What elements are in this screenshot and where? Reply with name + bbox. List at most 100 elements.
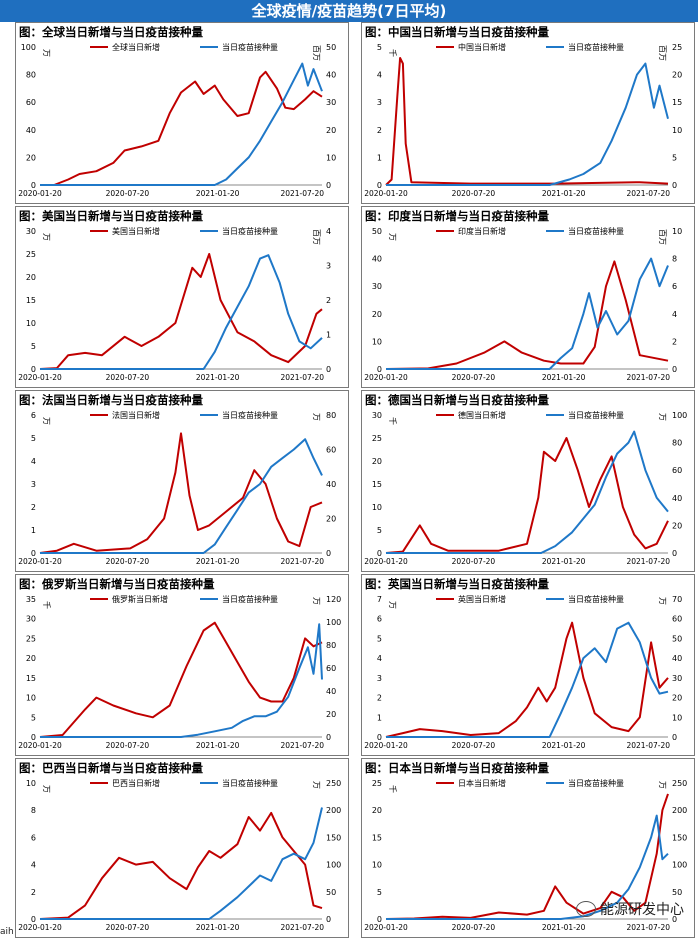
x-tick-label: 2021-07-20 (280, 557, 324, 566)
left-tick-label: 0 (31, 549, 36, 558)
x-tick-label: 2021-07-20 (626, 373, 670, 382)
left-tick-label: 15 (26, 674, 36, 683)
left-tick-label: 30 (26, 227, 36, 236)
left-unit-label: 万 (388, 233, 397, 241)
chart-title: 图：日本当日新增与当日疫苗接种量 (365, 761, 549, 775)
chart-title: 图：中国当日新增与当日疫苗接种量 (365, 25, 549, 39)
left-tick-label: 4 (377, 654, 382, 663)
chart-legend: 德国当日新增 当日疫苗接种量 (436, 410, 624, 420)
chart-panel-global: 图：全球当日新增与当日疫苗接种量 0 20 40 60 80 100 0 10 20 30 40 50 万… (15, 22, 349, 204)
series-line-vaccine (40, 438, 323, 554)
legend-label-cases: 俄罗斯当日新增 (112, 594, 168, 604)
legend-label-vaccine: 当日疫苗接种量 (568, 594, 624, 604)
left-tick-label: 5 (31, 434, 36, 443)
left-unit-label: 万 (42, 49, 51, 57)
right-tick-label: 0 (672, 733, 677, 742)
left-tick-label: 2 (377, 694, 382, 703)
left-tick-label: 4 (31, 861, 36, 870)
x-tick-label: 2020-01-20 (364, 923, 408, 932)
left-tick-label: 10 (372, 337, 382, 346)
left-tick-label: 5 (31, 713, 36, 722)
series-line-vaccine (386, 621, 669, 738)
left-tick-label: 10 (372, 503, 382, 512)
x-tick-label: 2020-07-20 (106, 923, 150, 932)
legend-label-cases: 全球当日新增 (112, 42, 160, 52)
right-tick-label: 0 (672, 181, 677, 190)
right-tick-label: 80 (326, 641, 336, 650)
right-tick-label: 250 (326, 779, 341, 788)
chart-panel-france: 图：法国当日新增与当日疫苗接种量 0 1 2 3 4 5 6 0 20 40 60 80 万万 2020-0… (15, 390, 349, 572)
chart-svg: 0 5 10 15 20 25 30 35 0 20 40 60 80 100 120 千 万 2020-01-2… (18, 594, 341, 750)
x-tick-label: 2020-01-20 (364, 741, 408, 750)
right-unit-label: 百万 (312, 229, 321, 245)
left-tick-label: 0 (31, 733, 36, 742)
series-line-cases (385, 57, 669, 186)
left-tick-label: 30 (372, 282, 382, 291)
legend-label-vaccine: 当日疫苗接种量 (222, 594, 278, 604)
left-tick-label: 6 (377, 615, 382, 624)
x-tick-label: 2020-01-20 (18, 741, 62, 750)
chart-panel-germany: 图：德国当日新增与当日疫苗接种量 0 5 10 15 20 25 30 0 20 40 60 80 100… (361, 390, 695, 572)
left-tick-label: 0 (377, 549, 382, 558)
left-tick-label: 8 (31, 806, 36, 815)
x-tick-label: 2021-07-20 (280, 923, 324, 932)
right-tick-label: 40 (326, 480, 336, 489)
right-tick-label: 60 (326, 446, 336, 455)
left-tick-label: 20 (26, 273, 36, 282)
left-tick-label: 80 (26, 71, 36, 80)
left-tick-label: 3 (31, 480, 36, 489)
series-line-vaccine (40, 254, 323, 370)
right-tick-label: 20 (326, 126, 336, 135)
left-tick-label: 1 (377, 713, 382, 722)
left-tick-label: 6 (31, 833, 36, 842)
series-line-vaccine (386, 814, 669, 920)
legend-label-cases: 日本当日新增 (458, 778, 506, 788)
chart-panel-japan: 图：日本当日新增与当日疫苗接种量 0 5 10 15 20 25 0 50 100 150 200 25… (361, 758, 695, 938)
chart-title: 图：美国当日新增与当日疫苗接种量 (19, 209, 203, 223)
series-line-cases (39, 253, 323, 370)
right-tick-label: 40 (672, 494, 682, 503)
x-tick-label: 2021-01-20 (542, 923, 586, 932)
left-tick-label: 10 (26, 694, 36, 703)
left-tick-label: 5 (377, 634, 382, 643)
x-tick-label: 2020-07-20 (106, 189, 150, 198)
left-tick-label: 0 (377, 365, 382, 374)
left-tick-label: 20 (372, 310, 382, 319)
chart-panel-usa: 图：美国当日新增与当日疫苗接种量 0 5 10 15 20 25 30 0 1 2 3 4 万 百万 2020… (15, 206, 349, 388)
chart-svg: 0 5 10 15 20 25 30 0 20 40 60 80 100 千 万 2020-01-20 2020… (364, 410, 687, 566)
left-unit-label: 万 (388, 601, 397, 609)
right-tick-label: 80 (326, 411, 336, 420)
right-tick-label: 20 (672, 71, 682, 80)
series-line-vaccine (40, 623, 323, 738)
x-tick-label: 2021-01-20 (542, 189, 586, 198)
x-tick-label: 2021-07-20 (626, 189, 670, 198)
right-unit-label: 万 (658, 597, 667, 605)
left-tick-label: 35 (26, 595, 36, 604)
legend-label-vaccine: 当日疫苗接种量 (568, 778, 624, 788)
right-tick-label: 25 (672, 43, 682, 52)
chart-legend: 英国当日新增 当日疫苗接种量 (436, 594, 624, 604)
series-line-vaccine (386, 430, 669, 554)
right-tick-label: 0 (326, 181, 331, 190)
x-tick-label: 2020-01-20 (18, 373, 62, 382)
x-tick-label: 2021-01-20 (542, 373, 586, 382)
right-tick-label: 50 (672, 634, 682, 643)
x-tick-label: 2020-07-20 (106, 741, 150, 750)
chart-title: 图：英国当日新增与当日疫苗接种量 (365, 577, 549, 591)
left-tick-label: 25 (372, 434, 382, 443)
right-tick-label: 50 (326, 888, 336, 897)
x-tick-label: 2020-07-20 (106, 373, 150, 382)
right-tick-label: 250 (672, 779, 687, 788)
legend-label-vaccine: 当日疫苗接种量 (222, 42, 278, 52)
x-tick-label: 2021-01-20 (542, 557, 586, 566)
chart-panel-china: 图：中国当日新增与当日疫苗接种量 0 1 2 3 4 5 0 5 10 15 20 25 千 百万 2020-… (361, 22, 695, 204)
right-unit-label: 百万 (658, 45, 667, 61)
right-unit-label: 万 (658, 781, 667, 789)
series-line-cases (385, 437, 669, 554)
right-tick-label: 0 (672, 915, 677, 924)
right-tick-label: 20 (326, 710, 336, 719)
chart-panel-uk: 图：英国当日新增与当日疫苗接种量 0 1 2 3 4 5 6 7 0 10 20 30 40 50 60 70 万… (361, 574, 695, 756)
right-tick-label: 0 (326, 733, 331, 742)
chart-legend: 巴西当日新增 当日疫苗接种量 (90, 778, 278, 788)
series-line-cases (40, 70, 323, 186)
